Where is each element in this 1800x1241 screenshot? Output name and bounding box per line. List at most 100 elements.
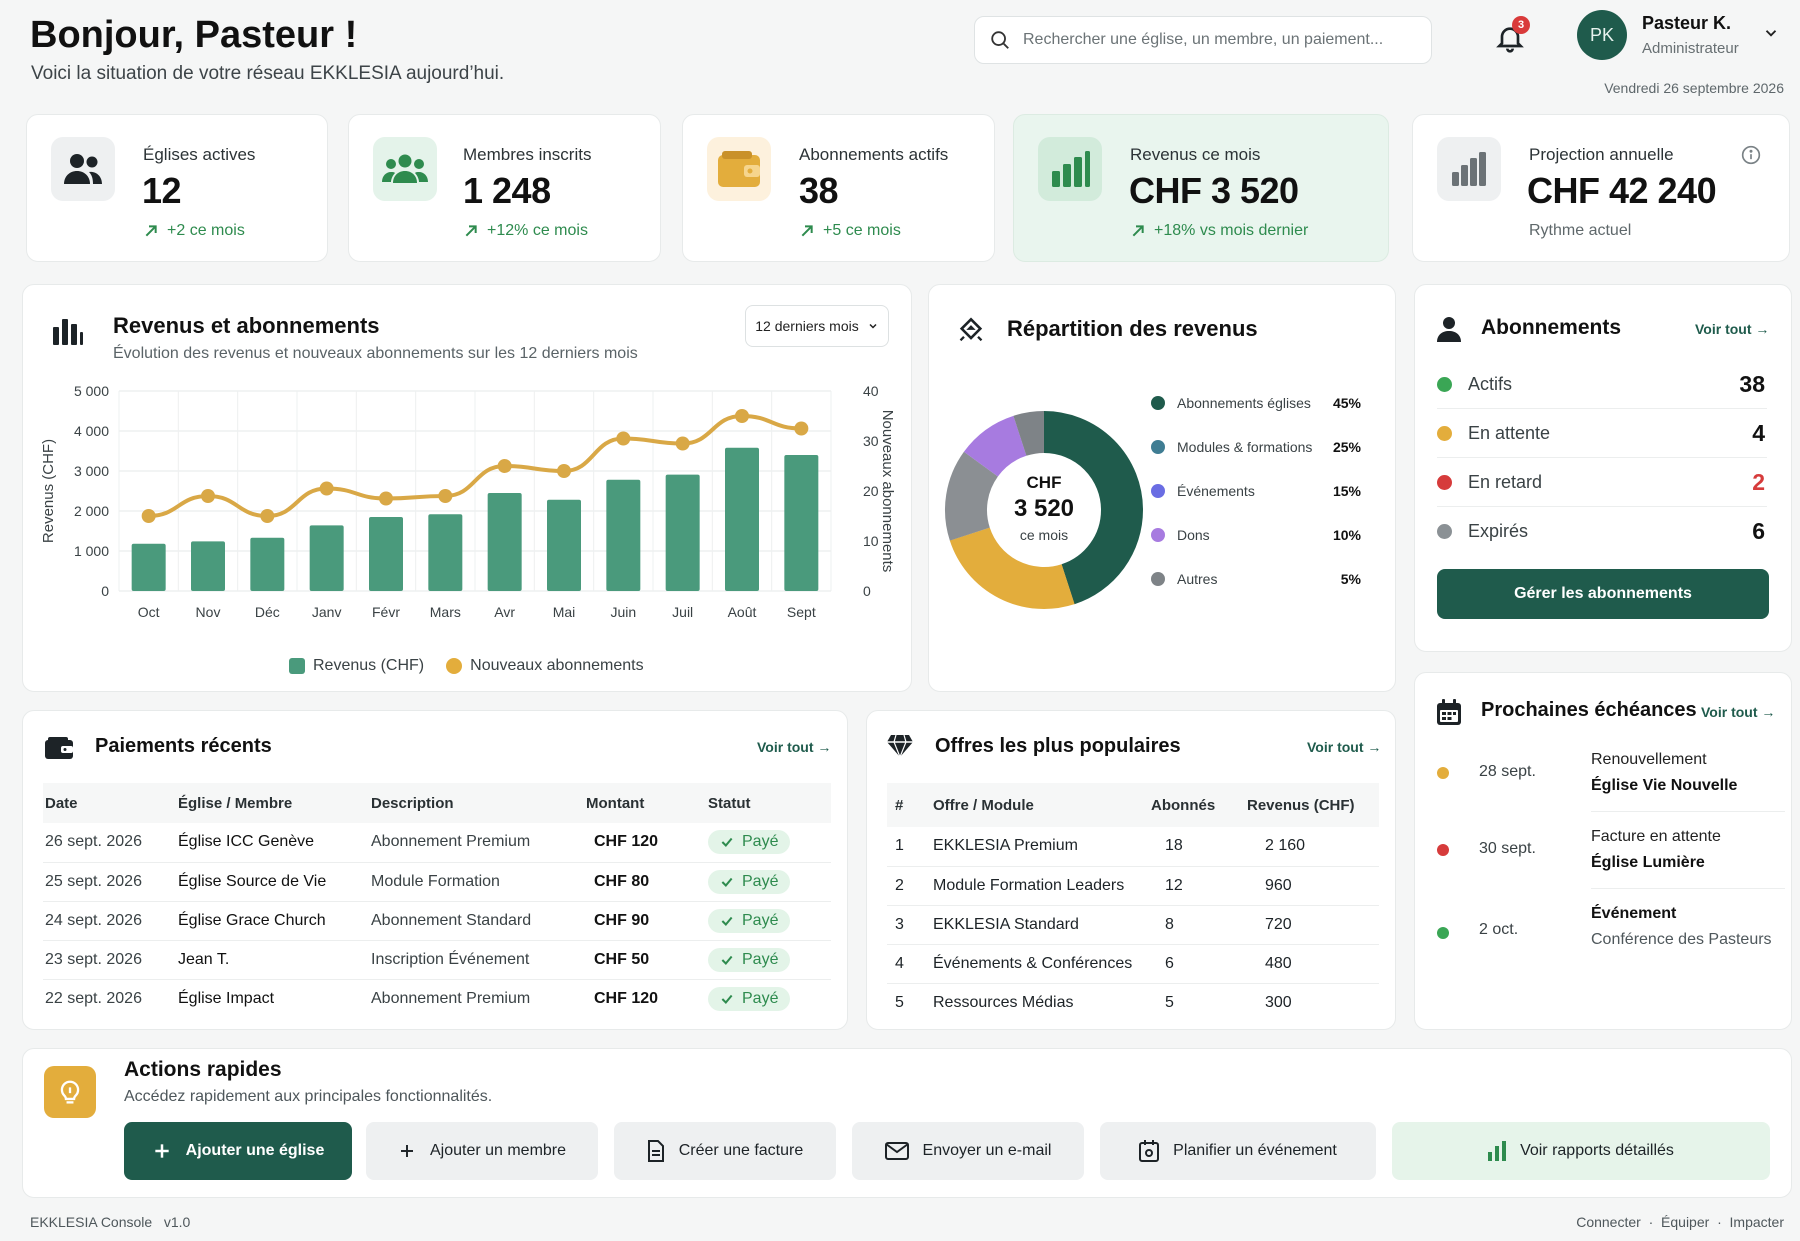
payment-amount: CHF 90 bbox=[586, 901, 708, 941]
deadline-item[interactable]: 30 sept. Facture en attente Église Lumière bbox=[1435, 828, 1785, 906]
notifications-button[interactable]: 3 bbox=[1492, 16, 1532, 56]
offers-table: # Offre / Module Abonnés Revenus (CHF) 1… bbox=[887, 783, 1379, 1022]
avatar[interactable]: PK bbox=[1577, 10, 1627, 60]
donut-slice bbox=[945, 411, 1143, 609]
status-badge-label: Payé bbox=[742, 872, 779, 890]
payment-date: 26 sept. 2026 bbox=[43, 823, 178, 863]
table-row[interactable]: 1 EKKLESIA Premium 18 2 160 bbox=[887, 827, 1379, 867]
kpi-label: Membres inscrits bbox=[463, 145, 592, 164]
church-users-icon bbox=[51, 137, 115, 201]
table-row[interactable]: 22 sept. 2026 Église Impact Abonnement Pre… bbox=[43, 979, 831, 1018]
deadline-item[interactable]: 28 sept. Renouvellement Église Vie Nouvell… bbox=[1435, 751, 1785, 829]
kpi-label: Projection annuelle bbox=[1529, 145, 1674, 164]
payment-date: 23 sept. 2026 bbox=[43, 940, 178, 980]
payment-amount: CHF 120 bbox=[586, 823, 708, 863]
revenue-bar bbox=[191, 541, 225, 591]
period-select[interactable]: 12 derniers mois bbox=[745, 305, 889, 347]
payment-amount: CHF 50 bbox=[586, 940, 708, 980]
info-icon[interactable] bbox=[1741, 145, 1761, 165]
table-row[interactable]: 24 sept. 2026 Église Grace Church Abonneme… bbox=[43, 901, 831, 941]
schedule-event-button[interactable]: Planifier un événement bbox=[1100, 1122, 1376, 1180]
table-row[interactable]: 23 sept. 2026 Jean T. Inscription Événemen… bbox=[43, 940, 831, 980]
subscription-status-row[interactable]: En attente 4 bbox=[1437, 409, 1767, 458]
add-member-button[interactable]: Ajouter un membre bbox=[366, 1122, 598, 1180]
document-icon bbox=[647, 1140, 664, 1162]
diamond-chart-icon bbox=[959, 317, 983, 342]
legend-dot bbox=[1151, 440, 1165, 454]
trend-up-icon bbox=[145, 225, 157, 237]
bar-chart-icon bbox=[53, 319, 83, 345]
subscription-status-row[interactable]: Expirés 6 bbox=[1437, 507, 1767, 556]
send-email-label: Envoyer un e-mail bbox=[922, 1142, 1052, 1159]
status-count: 2 bbox=[1752, 468, 1765, 495]
subscriptions-see-all-link[interactable]: Voir tout → bbox=[1695, 321, 1770, 337]
payment-date: 25 sept. 2026 bbox=[43, 862, 178, 902]
status-label: Actifs bbox=[1468, 373, 1513, 394]
legend-label: Autres bbox=[1177, 571, 1218, 587]
x-tick-label: Sept bbox=[787, 604, 816, 620]
x-tick-label: Août bbox=[728, 604, 757, 620]
table-row[interactable]: 26 sept. 2026 Église ICC Genève Abonnement… bbox=[43, 823, 831, 863]
subscription-status-row[interactable]: En retard 2 bbox=[1437, 458, 1767, 507]
deadline-item[interactable]: 2 oct. Événement Conférence des Pasteurs bbox=[1435, 905, 1785, 983]
kpi-value: 38 bbox=[799, 170, 839, 211]
footer-version: v1.0 bbox=[163, 1214, 191, 1230]
search-bar[interactable] bbox=[974, 16, 1432, 64]
column-header: Statut bbox=[708, 783, 831, 823]
create-invoice-button[interactable]: Créer une facture bbox=[614, 1122, 836, 1180]
deadlines-see-all-link[interactable]: Voir tout → bbox=[1701, 704, 1776, 720]
table-row[interactable]: 5 Ressources Médias 5 300 bbox=[887, 983, 1379, 1022]
user-icon bbox=[1437, 317, 1461, 342]
deadlines-title: Prochaines échéances bbox=[1481, 699, 1697, 721]
chevron-down-icon[interactable] bbox=[1762, 24, 1780, 42]
y2-axis-title: Nouveaux abonnements bbox=[879, 410, 896, 573]
period-select-value: 12 derniers mois bbox=[755, 318, 859, 334]
table-row[interactable]: 4 Événements & Conférences 6 480 bbox=[887, 944, 1379, 984]
kpi-value: 12 bbox=[142, 170, 182, 211]
payment-description: Module Formation bbox=[371, 862, 586, 902]
kpi-trend: +12% ce mois bbox=[463, 222, 588, 240]
offer-name: EKKLESIA Standard bbox=[933, 905, 1151, 945]
add-church-button[interactable]: Ajouter une église bbox=[124, 1122, 352, 1180]
detailed-reports-button[interactable]: Voir rapports détaillés bbox=[1392, 1122, 1770, 1180]
table-row[interactable]: 25 sept. 2026 Église Source de Vie Module … bbox=[43, 862, 831, 902]
column-header: Église / Membre bbox=[178, 783, 371, 823]
subscriptions-point bbox=[794, 421, 809, 436]
offers-see-all-link[interactable]: Voir tout → bbox=[1307, 739, 1382, 755]
payments-see-all-link[interactable]: Voir tout → bbox=[757, 739, 832, 755]
divider bbox=[1591, 811, 1785, 812]
column-header: Date bbox=[43, 783, 178, 823]
kpi-label: Revenus ce mois bbox=[1130, 145, 1261, 164]
y-tick-label: 1 000 bbox=[74, 543, 109, 559]
kpi-label: Abonnements actifs bbox=[799, 145, 949, 164]
send-email-button[interactable]: Envoyer un e-mail bbox=[852, 1122, 1084, 1180]
kpi-card-revenue: Revenus ce mois CHF 3 520 +18% vs mois d… bbox=[1013, 114, 1389, 262]
subscription-status-row[interactable]: Actifs 38 bbox=[1437, 360, 1767, 409]
status-count: 6 bbox=[1752, 518, 1765, 544]
revenue-bar bbox=[606, 479, 641, 591]
legend-percent: 5% bbox=[1340, 571, 1361, 587]
footer-link[interactable]: Connecter bbox=[1576, 1214, 1641, 1230]
table-row[interactable]: 2 Module Formation Leaders 12 960 bbox=[887, 866, 1379, 906]
manage-subscriptions-button[interactable]: Gérer les abonnements bbox=[1437, 569, 1769, 619]
footer-link[interactable]: Impacter bbox=[1729, 1214, 1784, 1230]
legend-item: Autres 5% bbox=[1151, 571, 1361, 587]
search-input[interactable] bbox=[1023, 31, 1403, 49]
revenue-bar bbox=[784, 455, 819, 591]
page-subtitle: Voici la situation de votre réseau EKKLE… bbox=[31, 63, 505, 84]
donut-center-value: 3 520 bbox=[1013, 495, 1075, 522]
status-badge: Payé bbox=[708, 947, 791, 972]
legend-dot bbox=[1151, 484, 1165, 498]
detailed-reports-label: Voir rapports détaillés bbox=[1520, 1142, 1674, 1159]
revenue-bar bbox=[309, 525, 344, 591]
table-header-row: # Offre / Module Abonnés Revenus (CHF) bbox=[887, 783, 1379, 827]
footer-link[interactable]: Équiper bbox=[1661, 1214, 1710, 1230]
payment-status: Payé bbox=[708, 901, 831, 941]
revenue-bar bbox=[250, 537, 285, 591]
table-row[interactable]: 3 EKKLESIA Standard 8 720 bbox=[887, 905, 1379, 945]
recent-payments-title: Paiements récents bbox=[95, 735, 272, 757]
legend-item: Dons 10% bbox=[1151, 527, 1361, 543]
y-axis-title: Revenus (CHF) bbox=[40, 439, 57, 543]
add-member-label: Ajouter un membre bbox=[429, 1142, 567, 1159]
kpi-trend: +2 ce mois bbox=[143, 222, 245, 240]
